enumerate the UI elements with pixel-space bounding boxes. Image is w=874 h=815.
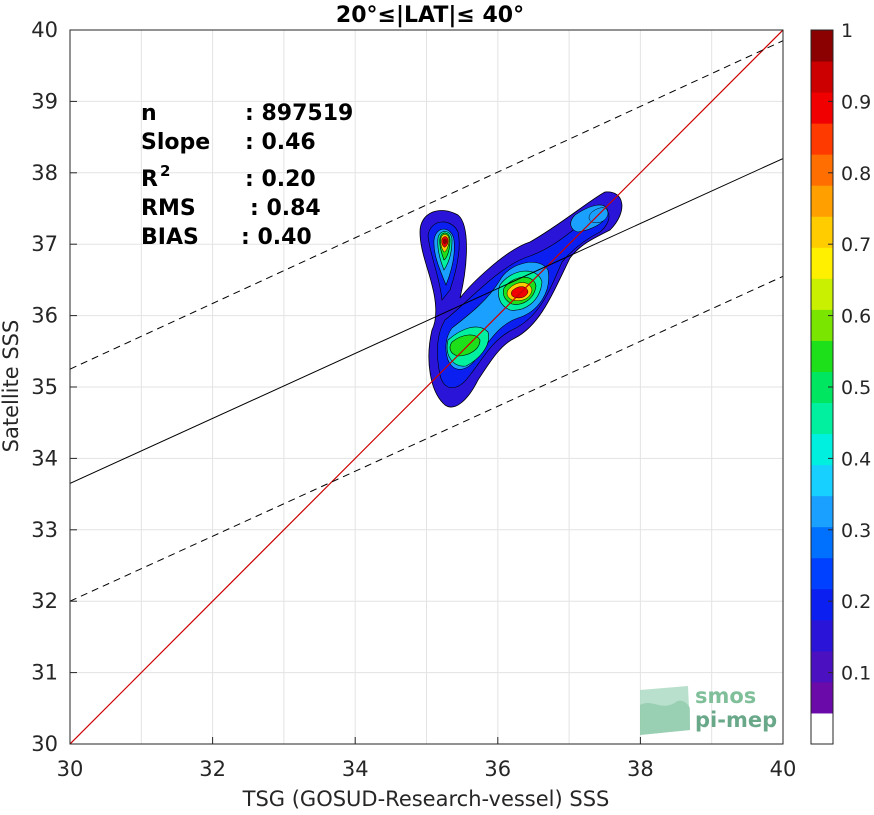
stat-slope-label: Slope	[141, 130, 210, 155]
colorbar-segment	[811, 557, 833, 590]
colorbar-tick-label: 0.1	[841, 663, 871, 685]
logo-text-smos: smos	[695, 684, 756, 708]
colorbar-tick-label: 0.7	[841, 234, 871, 256]
contour-level-7	[441, 236, 529, 299]
reference-lines	[70, 30, 783, 744]
colorbar-segment	[811, 650, 833, 683]
x-tick-labels: 30 32 34 36 38 40	[57, 737, 797, 781]
colorbar-segment	[811, 681, 833, 714]
stat-r2-value: : 0.20	[245, 167, 316, 192]
stat-bias-label: BIAS	[141, 225, 199, 250]
colorbar-tick-labels: 0.1 0.2 0.3 0.4 0.5 0.6 0.7 0.8 0.9 1	[828, 20, 871, 685]
colorbar-segment	[811, 464, 833, 497]
chart-title: 20°≤|LAT|≤ 40°	[336, 3, 524, 28]
stat-r2-sup: 2	[160, 162, 170, 180]
x-tick-label: 40	[770, 757, 797, 781]
colorbar-segment	[811, 712, 833, 745]
y-tick-label: 37	[31, 232, 58, 256]
stat-n-label: n	[141, 101, 157, 126]
y-axis-label: Satellite SSS	[0, 320, 23, 453]
colorbar-segment	[811, 154, 833, 186]
y-tick-labels: 30 31 32 33 34 35 36 37 38 39 40	[31, 18, 77, 756]
upper-bound-line	[70, 40, 783, 370]
colorbar-segment	[811, 619, 833, 652]
colorbar-tick-label: 0.5	[841, 377, 871, 399]
y-tick-label: 30	[31, 732, 58, 756]
colorbar-segment	[811, 371, 833, 404]
colorbar-segment	[811, 61, 833, 93]
y-tick-label: 32	[31, 589, 58, 613]
contour-level-4	[437, 231, 543, 367]
y-tick-label: 38	[31, 161, 58, 185]
colorbar	[811, 30, 833, 745]
x-tick-label: 38	[627, 757, 654, 781]
stat-rms-value: : 0.84	[250, 196, 321, 221]
lower-bound-line	[70, 275, 783, 602]
y-tick-label: 33	[31, 518, 58, 542]
y-tick-label: 40	[31, 18, 58, 42]
colorbar-tick-label: 0.9	[841, 91, 871, 113]
fit-line	[70, 158, 783, 484]
identity-line	[70, 30, 783, 744]
colorbar-segment	[811, 216, 833, 248]
stat-r2-label: R	[141, 167, 158, 192]
y-tick-label: 35	[31, 375, 58, 399]
stat-rms-label: RMS	[141, 196, 196, 221]
colorbar-tick-label: 1	[841, 20, 853, 42]
y-tick-label: 34	[31, 446, 58, 470]
colorbar-segment	[811, 526, 833, 559]
stat-slope-value: : 0.46	[245, 130, 316, 155]
colorbar-segment	[811, 588, 833, 621]
colorbar-segment	[811, 433, 833, 466]
colorbar-segment	[811, 402, 833, 435]
colorbar-segment	[811, 278, 833, 310]
contour-peak	[443, 238, 447, 245]
y-tick-label: 36	[31, 304, 58, 328]
colorbar-segment	[811, 30, 833, 62]
colorbar-segment	[811, 340, 833, 372]
smos-pimep-logo: smos pi-mep	[640, 684, 777, 735]
x-tick-label: 32	[199, 757, 226, 781]
x-tick-label: 36	[484, 757, 511, 781]
colorbar-segment	[811, 495, 833, 528]
stat-bias-value: : 0.40	[241, 225, 312, 250]
colorbar-segment	[811, 309, 833, 341]
x-axis-label: TSG (GOSUD-Research-vessel) SSS	[242, 787, 610, 811]
x-tick-label: 30	[57, 757, 84, 781]
stats-block: n : 897519 Slope : 0.46 R 2 : 0.20 RMS :…	[141, 101, 353, 250]
colorbar-tick-label: 0.4	[841, 448, 871, 470]
density-contours	[419, 191, 623, 408]
colorbar-tick-label: 0.6	[841, 306, 871, 328]
logo-text-pimep: pi-mep	[695, 708, 777, 732]
colorbar-tick-label: 0.3	[841, 520, 871, 542]
colorbar-segment	[811, 92, 833, 124]
colorbar-segment	[811, 247, 833, 279]
x-tick-label: 34	[342, 757, 369, 781]
colorbar-tick-label: 0.8	[841, 163, 871, 185]
y-tick-label: 39	[31, 89, 58, 113]
colorbar-segment	[811, 123, 833, 155]
colorbar-segment	[811, 185, 833, 217]
y-tick-label: 31	[31, 661, 58, 685]
stat-n-value: : 897519	[245, 101, 353, 126]
colorbar-tick-label: 0.2	[841, 591, 871, 613]
